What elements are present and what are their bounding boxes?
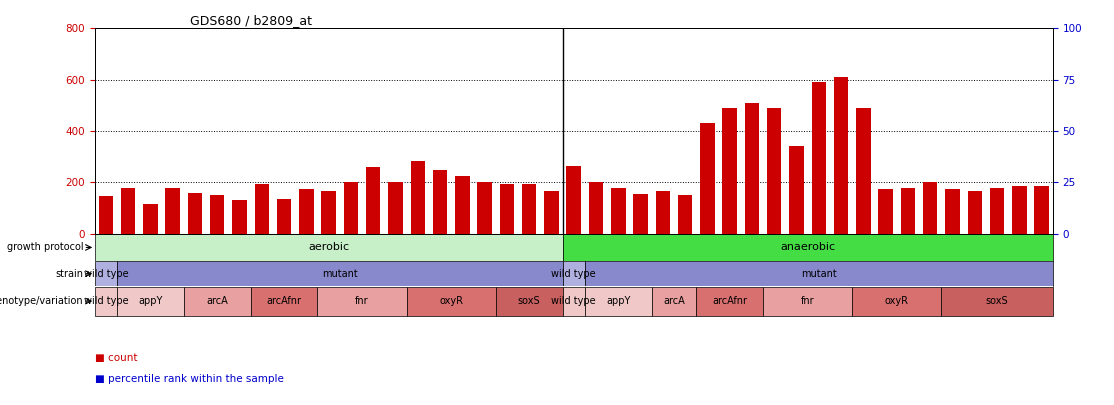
- Bar: [276, 199, 291, 234]
- Bar: [166, 188, 180, 234]
- Bar: [633, 194, 648, 234]
- Text: wild type: wild type: [551, 296, 596, 306]
- Text: arcA: arcA: [206, 296, 228, 306]
- Bar: [117, 261, 563, 286]
- Text: GDS680 / b2809_at: GDS680 / b2809_at: [190, 14, 313, 27]
- Bar: [941, 286, 1053, 315]
- Text: mutant: mutant: [801, 269, 837, 279]
- Bar: [652, 286, 696, 315]
- Text: appY: appY: [606, 296, 631, 306]
- Bar: [407, 286, 496, 315]
- Bar: [696, 286, 763, 315]
- Bar: [496, 286, 563, 315]
- Bar: [989, 188, 1004, 234]
- Bar: [499, 184, 515, 234]
- Bar: [967, 192, 983, 234]
- Bar: [811, 82, 827, 234]
- Bar: [701, 124, 715, 234]
- Bar: [254, 184, 270, 234]
- Bar: [763, 286, 852, 315]
- Bar: [251, 286, 317, 315]
- Bar: [878, 189, 892, 234]
- Bar: [833, 77, 849, 234]
- Text: wild type: wild type: [84, 296, 128, 306]
- Bar: [233, 200, 247, 234]
- Text: wild type: wild type: [84, 269, 128, 279]
- Bar: [317, 286, 407, 315]
- Bar: [722, 108, 737, 234]
- Text: aerobic: aerobic: [309, 243, 349, 252]
- Bar: [544, 192, 558, 234]
- Text: oxyR: oxyR: [885, 296, 909, 306]
- Bar: [789, 147, 804, 234]
- Bar: [322, 192, 336, 234]
- Text: ■ percentile rank within the sample: ■ percentile rank within the sample: [95, 374, 284, 384]
- Bar: [563, 261, 585, 286]
- Text: ■ count: ■ count: [95, 354, 137, 363]
- Bar: [432, 170, 448, 234]
- Bar: [856, 108, 871, 234]
- Text: mutant: mutant: [322, 269, 358, 279]
- Bar: [589, 182, 604, 234]
- Bar: [1034, 186, 1048, 234]
- Bar: [585, 286, 652, 315]
- Bar: [95, 234, 563, 261]
- Bar: [610, 188, 626, 234]
- Bar: [365, 167, 380, 234]
- Bar: [389, 182, 403, 234]
- Text: genotype/variation: genotype/variation: [0, 296, 84, 306]
- Bar: [455, 176, 469, 234]
- Bar: [563, 234, 1053, 261]
- Bar: [477, 182, 491, 234]
- Text: growth protocol: growth protocol: [7, 243, 84, 252]
- Bar: [566, 166, 582, 234]
- Bar: [299, 189, 314, 234]
- Bar: [95, 286, 117, 315]
- Bar: [209, 195, 225, 234]
- Bar: [521, 184, 537, 234]
- Text: anaerobic: anaerobic: [780, 243, 836, 252]
- Bar: [99, 196, 114, 234]
- Text: soxS: soxS: [986, 296, 1008, 306]
- Bar: [1012, 186, 1026, 234]
- Bar: [117, 286, 184, 315]
- Text: strain: strain: [56, 269, 84, 279]
- Bar: [187, 193, 203, 234]
- Bar: [852, 286, 941, 315]
- Bar: [744, 103, 760, 234]
- Text: arcA: arcA: [663, 296, 685, 306]
- Bar: [563, 286, 585, 315]
- Bar: [121, 188, 136, 234]
- Bar: [143, 204, 158, 234]
- Text: fnr: fnr: [801, 296, 814, 306]
- Text: appY: appY: [138, 296, 163, 306]
- Text: arcAfnr: arcAfnr: [266, 296, 302, 306]
- Text: wild type: wild type: [551, 269, 596, 279]
- Bar: [95, 261, 117, 286]
- Bar: [655, 192, 670, 234]
- Text: oxyR: oxyR: [439, 296, 463, 306]
- Text: arcAfnr: arcAfnr: [712, 296, 747, 306]
- Text: soxS: soxS: [518, 296, 540, 306]
- Bar: [945, 189, 959, 234]
- Text: fnr: fnr: [355, 296, 369, 306]
- Bar: [343, 182, 359, 234]
- Bar: [922, 182, 937, 234]
- Bar: [766, 108, 782, 234]
- Bar: [677, 195, 693, 234]
- Bar: [900, 188, 915, 234]
- Bar: [184, 286, 251, 315]
- Bar: [585, 261, 1053, 286]
- Bar: [411, 160, 426, 234]
